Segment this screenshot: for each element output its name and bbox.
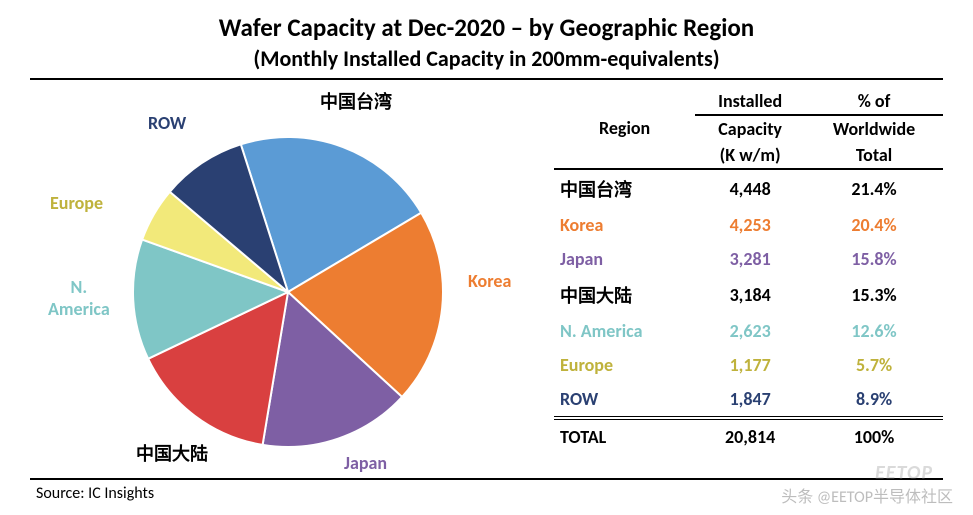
th-capacity-2: Capacity <box>695 115 805 142</box>
cell-pct: 8.9% <box>805 382 943 418</box>
pie-label-europe: Europe <box>50 192 103 214</box>
th-capacity-1: Installed <box>695 88 805 115</box>
cell-region: Japan <box>554 242 695 276</box>
table-row-total: TOTAL20,814100% <box>554 418 943 454</box>
cell-region: Europe <box>554 348 695 382</box>
table-row: Europe1,1775.7% <box>554 348 943 382</box>
cell-capacity: 3,184 <box>695 276 805 314</box>
data-table-area: Region Installed % of Capacity Worldwide… <box>550 80 943 478</box>
cell-pct: 20.4% <box>805 208 943 242</box>
pie-label-japan: Japan <box>344 452 387 474</box>
cell-capacity: 1,177 <box>695 348 805 382</box>
cell-region: 中国台湾 <box>554 169 695 208</box>
cell-capacity: 3,281 <box>695 242 805 276</box>
cell-region: N. America <box>554 314 695 348</box>
cell-region: ROW <box>554 382 695 418</box>
table-row: N. America2,62312.6% <box>554 314 943 348</box>
th-capacity-3: (K w/m) <box>695 142 805 169</box>
cell-capacity: 20,814 <box>695 418 805 454</box>
cell-region: 中国大陆 <box>554 276 695 314</box>
pie-chart-area: 中国台湾 Korea Japan 中国大陆 N.America Europe ROW <box>30 80 550 478</box>
table-row: Japan3,28115.8% <box>554 242 943 276</box>
cell-region: Korea <box>554 208 695 242</box>
chart-title: Wafer Capacity at Dec-2020 – by Geograph… <box>30 12 943 43</box>
capacity-table: Region Installed % of Capacity Worldwide… <box>554 88 943 454</box>
pie-label-namer: N.America <box>48 276 110 320</box>
cell-capacity: 2,623 <box>695 314 805 348</box>
cell-region: TOTAL <box>554 418 695 454</box>
th-region: Region <box>554 88 695 169</box>
cell-pct: 5.7% <box>805 348 943 382</box>
cell-pct: 12.6% <box>805 314 943 348</box>
th-pct-2: Worldwide <box>805 115 943 142</box>
chart-subtitle: (Monthly Installed Capacity in 200mm-equ… <box>30 45 943 72</box>
th-pct-3: Total <box>805 142 943 169</box>
source-attribution: Source: IC Insights <box>30 484 943 503</box>
cell-capacity: 1,847 <box>695 382 805 418</box>
content-row: 中国台湾KoreaJapan中国大陆N.AmericaEuropeROW Reg… <box>30 80 943 480</box>
cell-pct: 21.4% <box>805 169 943 208</box>
table-row: 中国台湾4,44821.4% <box>554 169 943 208</box>
cell-pct: 15.8% <box>805 242 943 276</box>
pie-label-korea: Korea <box>468 270 511 292</box>
table-row: ROW1,8478.9% <box>554 382 943 418</box>
cell-pct: 100% <box>805 418 943 454</box>
cell-capacity: 4,253 <box>695 208 805 242</box>
pie-label-china: 中国大陆 <box>136 440 208 466</box>
th-pct-1: % of <box>805 88 943 115</box>
pie-label-row: ROW <box>148 112 186 134</box>
cell-capacity: 4,448 <box>695 169 805 208</box>
table-row: Korea4,25320.4% <box>554 208 943 242</box>
cell-pct: 15.3% <box>805 276 943 314</box>
table-row: 中国大陆3,18415.3% <box>554 276 943 314</box>
pie-label-taiwan: 中国台湾 <box>320 88 392 114</box>
